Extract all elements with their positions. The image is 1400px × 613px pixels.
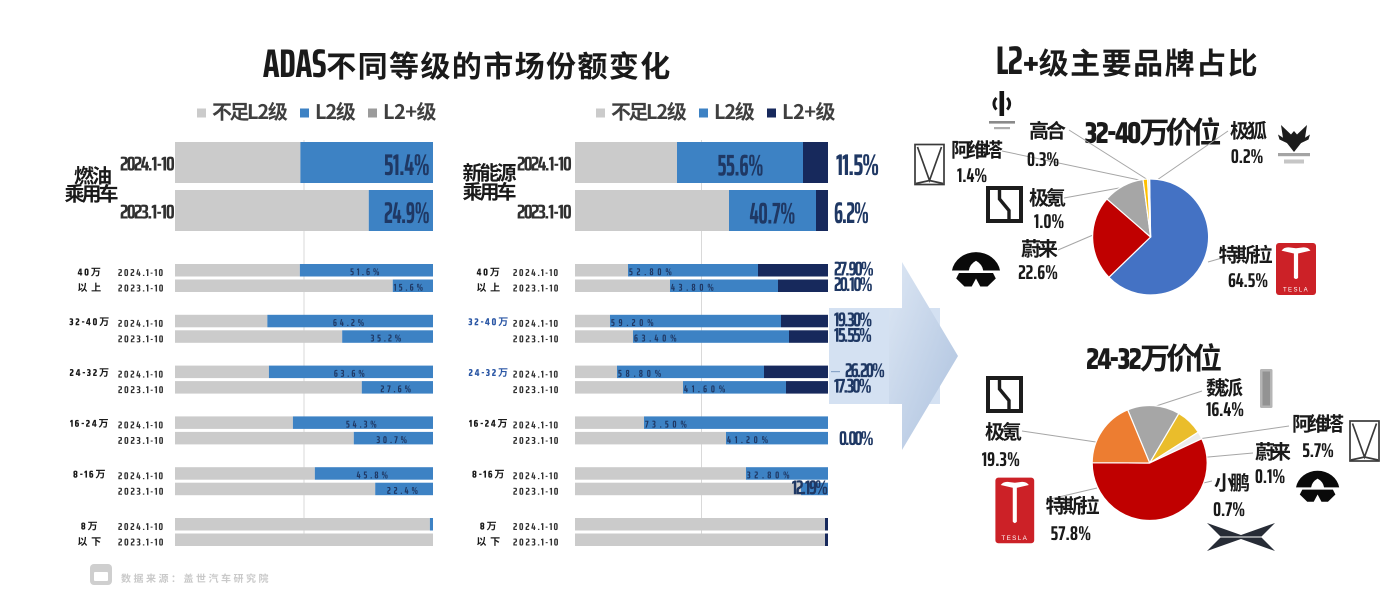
svg-text:TESLA: TESLA bbox=[1001, 535, 1028, 542]
svg-text:TESLA: TESLA bbox=[1283, 288, 1309, 294]
